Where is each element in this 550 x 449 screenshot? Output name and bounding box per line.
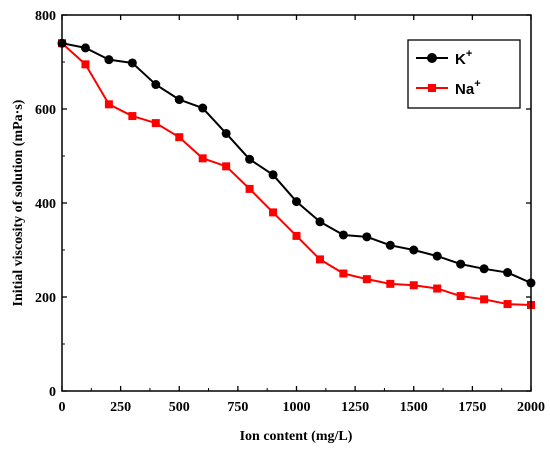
axes-layer: 0 250 500 750 1000 1250 1500 1750 2000 0 200 400 600… (35, 9, 545, 415)
series-na-point (315, 255, 324, 264)
series-na-point (503, 300, 512, 309)
series-k-point (245, 154, 255, 164)
series-na-point (339, 269, 348, 278)
legend-na-label: Na+ (455, 78, 481, 98)
x-tick-label: 500 (169, 400, 190, 415)
series-k-point (362, 232, 372, 242)
series-na-point (292, 231, 301, 240)
series-na-point (104, 100, 113, 109)
series-na-point (198, 154, 207, 163)
series-k-point (198, 103, 208, 113)
y-tick-label: 400 (35, 197, 56, 212)
y-axis-title: Initial viscosity of solution (mPa·s) (11, 99, 26, 306)
legend-k-marker (427, 53, 437, 63)
series-na-point (480, 295, 489, 304)
y-tick-label: 800 (35, 9, 56, 24)
series-k-point (432, 251, 442, 261)
series-na-point (433, 284, 442, 293)
series-k-point (80, 43, 90, 53)
plot-layer (57, 38, 536, 309)
series-k-point (151, 80, 161, 90)
legend-na-marker (428, 84, 436, 92)
series-k-point (268, 170, 278, 180)
x-tick-label: 1500 (400, 400, 428, 415)
y-tick-label: 600 (35, 103, 56, 118)
legend-k-label: K+ (455, 48, 472, 68)
series-na-point (222, 162, 231, 171)
series-na-point (362, 275, 371, 284)
x-tick-label: 1750 (458, 400, 486, 415)
series-k-point (338, 230, 348, 240)
series-k-point (292, 197, 301, 207)
series-na-point (409, 281, 418, 290)
x-tick-label: 0 (59, 400, 66, 415)
series-k-point (104, 55, 114, 65)
legend-box (407, 39, 521, 109)
series-k-point (503, 268, 513, 278)
x-axis-title: Ion content (mg/L) (240, 429, 353, 444)
series-na-point (245, 184, 254, 193)
series-na-point (456, 292, 465, 301)
series-k-point (456, 259, 466, 269)
series-na-point (81, 60, 90, 69)
x-tick-label: 250 (110, 400, 131, 415)
series-k-point (221, 128, 231, 138)
x-tick-label: 1000 (283, 400, 311, 415)
series-k-point (174, 95, 184, 105)
legend: K+ Na+ (407, 39, 521, 109)
x-tick-label: 2000 (517, 400, 545, 415)
series-k-point (127, 58, 137, 68)
series-k-point (385, 240, 395, 250)
series-k-point (409, 245, 419, 255)
series-na-point (269, 208, 278, 217)
series-k-point (315, 217, 325, 227)
y-tick-label: 200 (35, 291, 56, 306)
series-na-point (386, 279, 395, 288)
series-na-point (151, 119, 160, 128)
series-k-point (479, 264, 489, 274)
y-tick-label: 0 (49, 385, 56, 400)
series-na-point (128, 112, 137, 121)
series-na-point (175, 133, 184, 142)
x-tick-label: 1250 (341, 400, 369, 415)
x-tick-label: 750 (227, 400, 248, 415)
